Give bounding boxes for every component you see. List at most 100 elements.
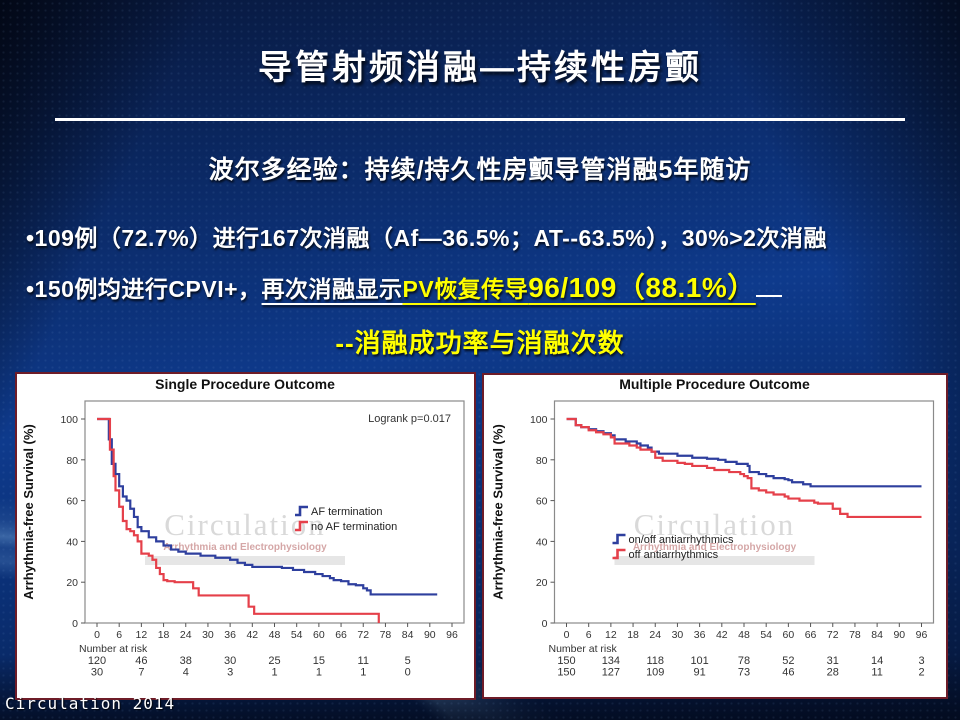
- km-curve-0: [97, 417, 438, 596]
- svg-text:0: 0: [94, 629, 100, 641]
- svg-text:78: 78: [738, 655, 750, 667]
- svg-text:54: 54: [291, 629, 303, 641]
- chart-title: Multiple Procedure Outcome: [619, 376, 810, 392]
- svg-text:25: 25: [268, 655, 280, 667]
- svg-text:30: 30: [672, 629, 684, 641]
- slide-subtitle: 波尔多经验：持续/持久性房颤导管消融5年随访: [208, 156, 752, 184]
- svg-text:60: 60: [783, 629, 795, 641]
- chart-multiple-procedure: Multiple Procedure Outcome Circulation Arr…: [482, 373, 948, 699]
- svg-text:78: 78: [380, 629, 392, 641]
- svg-text:on/off antiarrhythmics: on/off antiarrhythmics: [629, 534, 734, 546]
- slide-title: 导管射频消融—持续性房颤: [258, 49, 702, 87]
- svg-text:66: 66: [335, 629, 347, 641]
- source-citation: Circulation 2014: [5, 694, 176, 713]
- svg-text:100: 100: [530, 414, 548, 426]
- svg-text:1: 1: [271, 667, 277, 679]
- svg-text:100: 100: [60, 414, 78, 426]
- svg-text:42: 42: [716, 629, 728, 641]
- svg-text:120: 120: [88, 655, 106, 667]
- svg-text:31: 31: [827, 655, 839, 667]
- svg-text:24: 24: [649, 629, 661, 641]
- km-curve-1: [97, 417, 380, 623]
- title-divider: [55, 118, 905, 121]
- svg-text:72: 72: [357, 629, 369, 641]
- svg-text:36: 36: [694, 629, 706, 641]
- svg-text:1: 1: [316, 667, 322, 679]
- svg-text:46: 46: [782, 667, 794, 679]
- svg-text:96: 96: [916, 629, 928, 641]
- svg-text:0: 0: [72, 618, 78, 630]
- km-chart-multiple: Multiple Procedure OutcomeCirculationArr…: [486, 375, 944, 697]
- svg-text:60: 60: [66, 496, 78, 508]
- svg-text:12: 12: [605, 629, 617, 641]
- bullet-cpvi: •150例均进行CPVI+，再次消融显示PV恢复传导96/109（88.1%）: [26, 266, 782, 306]
- svg-text:80: 80: [66, 455, 78, 467]
- svg-text:2: 2: [918, 667, 924, 679]
- emphasis-line: --消融成功率与消融次数: [335, 328, 625, 358]
- svg-text:Arrhythmia and Electrophysiolo: Arrhythmia and Electrophysiology: [163, 542, 327, 553]
- svg-text:Circulation: Circulation: [634, 507, 795, 542]
- svg-text:15: 15: [313, 655, 325, 667]
- svg-text:1: 1: [360, 667, 366, 679]
- svg-text:52: 52: [782, 655, 794, 667]
- svg-text:no AF termination: no AF termination: [311, 521, 397, 533]
- svg-text:150: 150: [557, 655, 575, 667]
- svg-text:Circulation: Circulation: [164, 507, 325, 542]
- svg-text:134: 134: [602, 655, 620, 667]
- svg-text:7: 7: [138, 667, 144, 679]
- svg-text:118: 118: [646, 655, 664, 667]
- svg-text:6: 6: [586, 629, 592, 641]
- svg-text:36: 36: [224, 629, 236, 641]
- svg-text:20: 20: [536, 577, 548, 589]
- svg-text:40: 40: [536, 536, 548, 548]
- svg-text:84: 84: [871, 629, 883, 641]
- svg-text:127: 127: [602, 667, 620, 679]
- svg-text:60: 60: [536, 496, 548, 508]
- svg-text:12: 12: [136, 629, 148, 641]
- svg-text:80: 80: [536, 455, 548, 467]
- svg-text:Number at risk: Number at risk: [79, 643, 148, 655]
- svg-text:78: 78: [849, 629, 861, 641]
- svg-text:101: 101: [690, 655, 708, 667]
- svg-text:4: 4: [183, 667, 189, 679]
- svg-text:72: 72: [827, 629, 839, 641]
- svg-text:90: 90: [424, 629, 436, 641]
- svg-text:18: 18: [627, 629, 639, 641]
- svg-text:30: 30: [202, 629, 214, 641]
- logrank-annotation: Logrank p=0.017: [368, 413, 451, 425]
- svg-text:11: 11: [358, 655, 369, 667]
- svg-text:3: 3: [918, 655, 924, 667]
- svg-text:0: 0: [564, 629, 570, 641]
- svg-text:60: 60: [313, 629, 325, 641]
- svg-text:11: 11: [871, 667, 882, 679]
- svg-text:0: 0: [405, 667, 411, 679]
- svg-text:18: 18: [158, 629, 170, 641]
- svg-text:150: 150: [557, 667, 575, 679]
- svg-text:Arrhythmia and Electrophysiolo: Arrhythmia and Electrophysiology: [633, 542, 797, 553]
- svg-text:91: 91: [694, 667, 706, 679]
- bullet-cpvi-highlight: PV恢复传导: [402, 276, 529, 302]
- svg-text:6: 6: [116, 629, 122, 641]
- bullet-cpvi-highlight-number: 96/109（88.1%）: [528, 272, 756, 303]
- svg-text:73: 73: [738, 667, 750, 679]
- km-chart-single: Single Procedure OutcomeCirculationArrhy…: [17, 375, 474, 697]
- svg-text:off antiarrhythmics: off antiarrhythmics: [629, 549, 719, 561]
- km-curve-1: [566, 417, 922, 519]
- svg-text:30: 30: [91, 667, 103, 679]
- svg-text:48: 48: [269, 629, 281, 641]
- svg-text:0: 0: [542, 618, 548, 630]
- chart-single-procedure: Single Procedure Outcome Circulation Arrhy…: [15, 372, 476, 700]
- underline-tail: [755, 272, 782, 297]
- bullet-cpvi-underlined: 再次消融显示: [261, 276, 403, 302]
- svg-text:28: 28: [827, 667, 839, 679]
- svg-text:24: 24: [180, 629, 192, 641]
- svg-text:48: 48: [738, 629, 750, 641]
- y-axis-label: Arrhythmia-free Survival (%): [491, 424, 506, 600]
- svg-text:40: 40: [66, 536, 78, 548]
- bullet-ablation-stats: •109例（72.7%）进行167次消融（Af—36.5%；AT--63.5%）…: [26, 225, 827, 251]
